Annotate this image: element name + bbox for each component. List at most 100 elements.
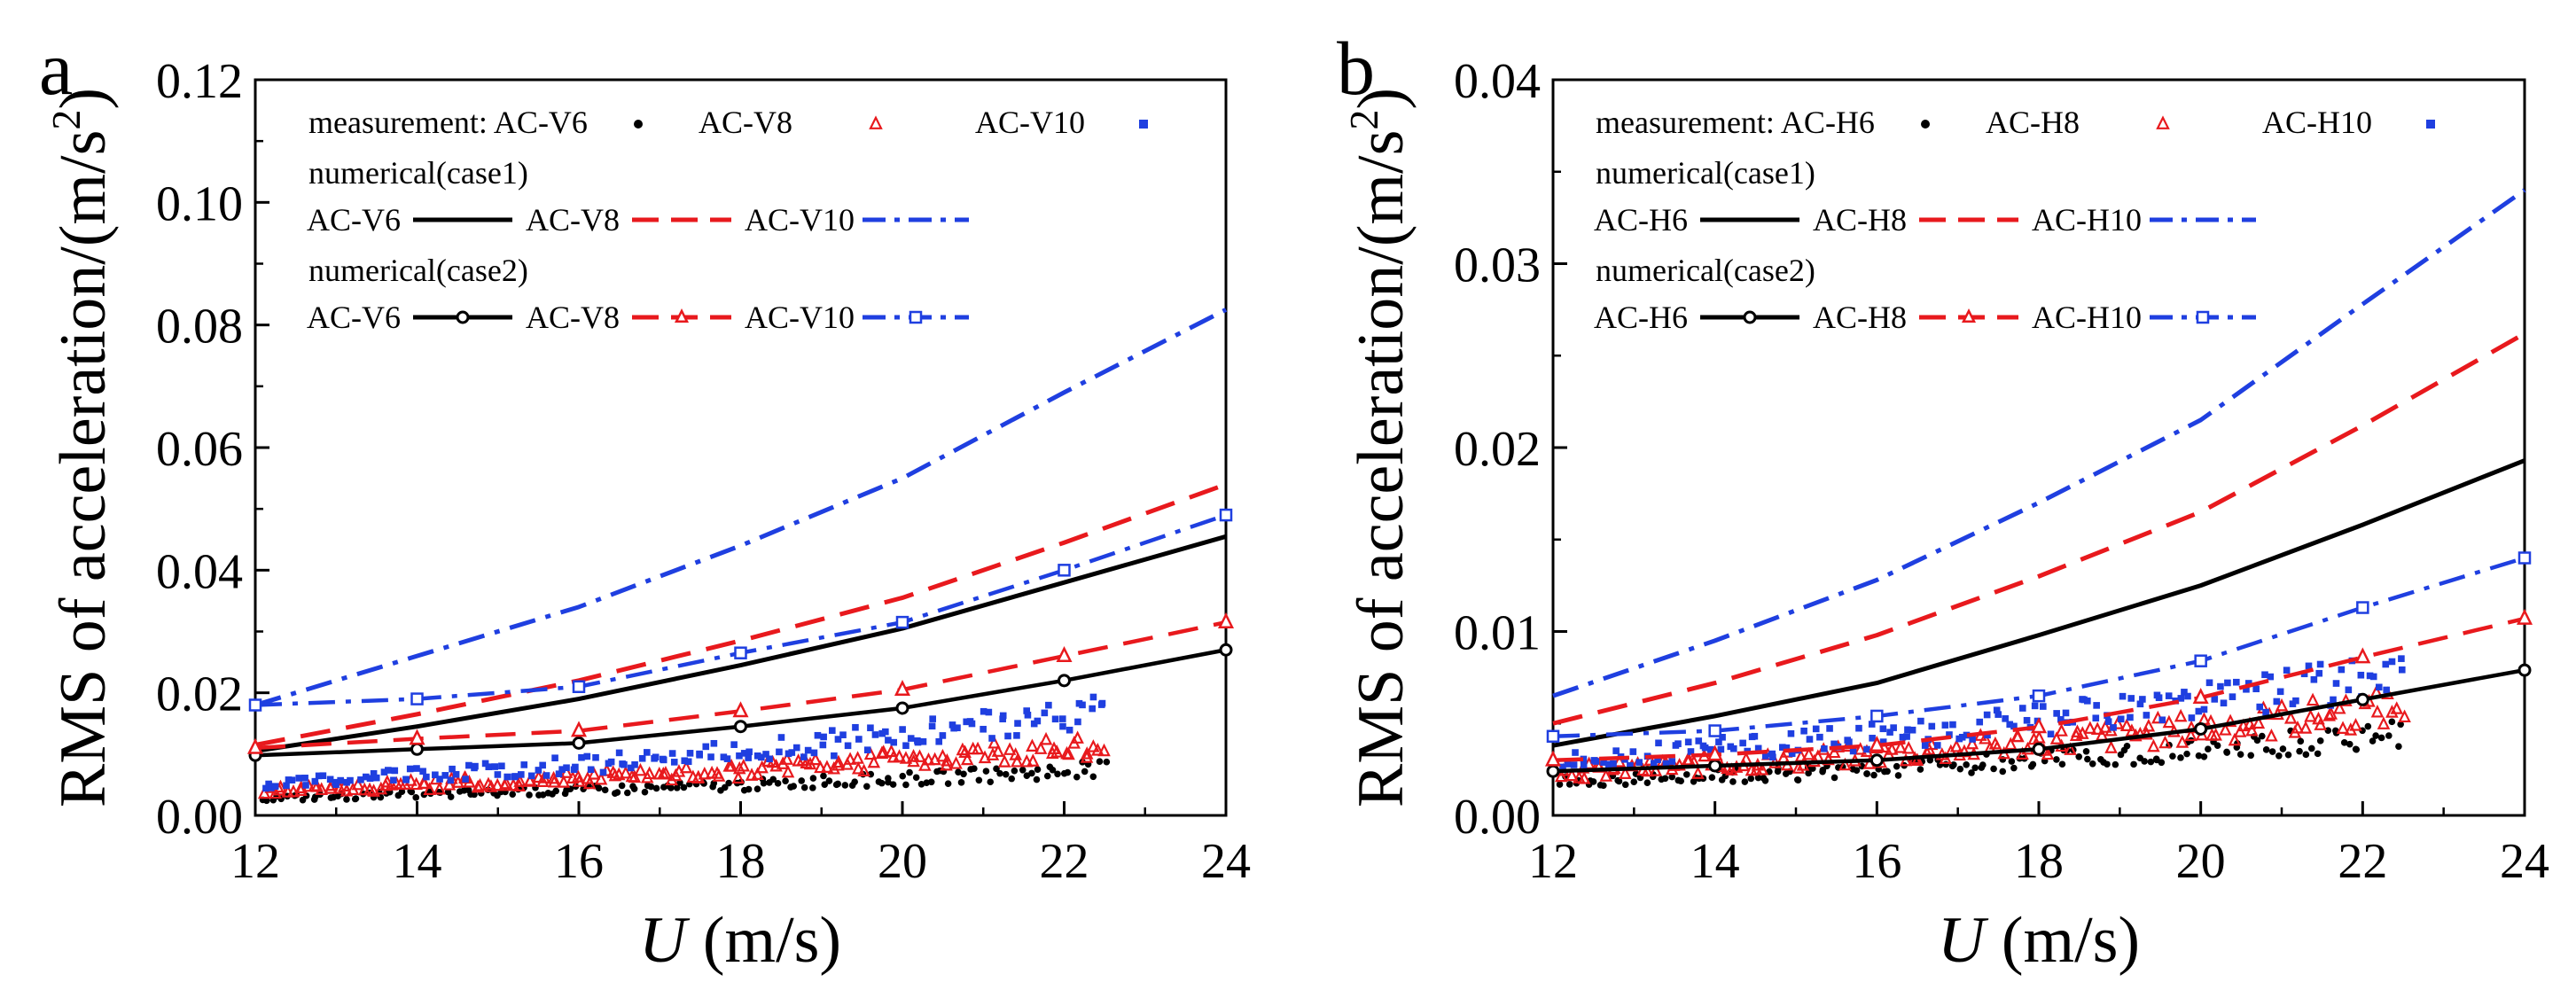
measurement-point-ac-v8 <box>473 777 487 791</box>
measurement-point-ac-v6 <box>673 784 681 791</box>
measurement-point-ac-h8 <box>1619 766 1632 779</box>
legend-entry-label: AC-H8 <box>1813 300 1907 335</box>
measurement-point-ac-h6 <box>2169 752 2176 760</box>
measurement-point-ac-h10 <box>2217 682 2224 690</box>
measurement-point-ac-h10 <box>1629 748 1637 755</box>
measurement-point-ac-h8 <box>2055 723 2068 737</box>
measurement-point-ac-h8 <box>2071 724 2084 737</box>
measurement-point-ac-v10 <box>372 774 380 782</box>
measurement-point-ac-v10 <box>686 750 694 757</box>
measurement-point-ac-v10 <box>285 776 293 783</box>
measurement-point-ac-v10 <box>736 752 743 760</box>
measurement-point-ac-v6 <box>408 788 416 796</box>
measurement-point-ac-v10 <box>262 784 269 792</box>
measurement-point-ac-v10 <box>1089 705 1096 713</box>
y-axis-label-sup: 2 <box>1341 110 1386 130</box>
measurement-point-ac-h8 <box>2003 737 2018 751</box>
measurement-point-ac-v10 <box>999 712 1007 720</box>
measurement-point-ac-h8 <box>2219 722 2232 736</box>
measurement-point-ac-h10 <box>2211 696 2219 703</box>
legend-line-marker-ac-v6 <box>456 310 470 324</box>
x-tick-label: 16 <box>1852 834 1901 889</box>
measurement-point-ac-h6 <box>2205 745 2212 752</box>
measurement-point-ac-h10 <box>1715 738 1722 745</box>
measurement-point-ac-h8 <box>1949 738 1963 752</box>
chart-panel-a: a 0.00 0.02 0.04 0.06 0.08 0.10 0.12 12 14 16 18 20 2… <box>39 26 1251 977</box>
measurement-point-ac-v6 <box>343 796 350 803</box>
measurement-point-ac-h6 <box>2314 750 2322 758</box>
measurement-point-ac-v8 <box>1003 742 1017 755</box>
measurement-point-ac-v6 <box>753 785 761 792</box>
measurement-point-ac-h6 <box>2058 760 2066 768</box>
measurement-point-ac-h8 <box>2174 708 2188 722</box>
legend-entry-label: AC-V6 <box>307 202 401 238</box>
measurement-point-ac-h10 <box>1933 742 1941 749</box>
measurement-point-ac-v8 <box>1071 730 1084 744</box>
measurement-point-ac-v10 <box>745 754 752 761</box>
measurement-point-ac-v6 <box>725 779 732 787</box>
measurement-point-ac-v10 <box>670 759 678 766</box>
measurement-point-ac-v8 <box>582 776 597 790</box>
measurement-point-ac-v8 <box>877 744 891 758</box>
y-tick-label: 0.00 <box>156 790 243 845</box>
measurement-point-ac-v6 <box>1103 758 1111 766</box>
series-marker-case2-ac-h10 <box>2517 551 2532 565</box>
measurement-point-ac-v6 <box>595 784 603 791</box>
measurement-point-ac-h8 <box>1577 771 1591 784</box>
series-marker-case2-ac-v10 <box>1058 564 1071 577</box>
series-marker-case2-ac-v8 <box>570 721 588 737</box>
measurement-point-ac-v10 <box>631 760 638 768</box>
measurement-point-ac-v10 <box>570 766 578 774</box>
series-marker-case2-ac-h8 <box>2516 608 2533 625</box>
measurement-point-ac-v10 <box>834 736 842 743</box>
measurement-point-ac-h10 <box>1976 718 1984 726</box>
measurement-point-ac-v10 <box>914 738 922 746</box>
measurement-point-ac-h8 <box>1924 737 1939 751</box>
x-tick-label: 14 <box>1690 834 1740 889</box>
measurement-point-ac-h6 <box>1971 764 1979 772</box>
measurement-point-ac-v10 <box>660 756 667 764</box>
measurement-point-ac-h10 <box>2224 679 2231 687</box>
measurement-point-ac-v8 <box>724 759 738 772</box>
measurement-point-ac-v10 <box>762 751 769 758</box>
measurement-point-ac-v8 <box>571 769 585 783</box>
x-tick-label: 24 <box>1201 834 1251 889</box>
series-marker-case2-ac-h10 <box>1870 709 1884 723</box>
measurement-point-ac-v10 <box>800 753 808 760</box>
measurement-point-ac-h10 <box>2136 700 2144 708</box>
measurement-point-ac-h10 <box>1654 756 1661 763</box>
measurement-point-ac-h8 <box>2299 721 2313 734</box>
measurement-point-ac-h10 <box>1706 745 1714 753</box>
y-tick-label: 0.03 <box>1454 238 1541 293</box>
measurement-point-ac-h10 <box>2273 698 2281 705</box>
measurement-point-ac-h8 <box>1554 768 1568 783</box>
measurement-point-ac-h6 <box>2377 734 2385 742</box>
series-marker-case2-ac-v8 <box>1217 612 1235 628</box>
x-tick-label: 12 <box>230 834 280 889</box>
measurement-point-ac-h10 <box>2382 660 2390 668</box>
series-marker-case2-ac-h8 <box>2354 647 2371 664</box>
measurement-point-ac-h10 <box>1993 706 2001 714</box>
measurement-point-ac-v10 <box>844 742 852 750</box>
measurement-point-ac-h10 <box>1695 737 1703 744</box>
measurement-point-ac-h10 <box>1869 735 1876 742</box>
measurement-point-ac-v8 <box>619 765 633 779</box>
measurement-point-ac-h10 <box>1650 760 1658 767</box>
measurement-point-ac-v6 <box>1011 767 1019 775</box>
measurement-point-ac-v6 <box>721 783 729 791</box>
y-tick-label: 0.04 <box>1454 54 1541 109</box>
measurement-point-ac-h6 <box>1754 774 1762 782</box>
measurement-point-ac-h6 <box>1729 778 1737 785</box>
measurement-point-ac-v8 <box>310 779 324 792</box>
measurement-point-ac-v6 <box>769 776 777 783</box>
measurement-point-ac-v10 <box>855 736 863 743</box>
measurement-point-ac-h6 <box>1979 761 1987 768</box>
measurement-point-ac-h10 <box>1816 733 1823 741</box>
measurement-point-ac-h10 <box>2031 702 2039 710</box>
measurement-point-ac-h6 <box>1668 773 1676 781</box>
series-marker-case2-ac-h10 <box>1708 724 1721 737</box>
measurement-point-ac-h8 <box>2314 717 2327 730</box>
measurement-point-ac-h6 <box>2340 739 2348 746</box>
measurement-point-ac-h10 <box>2127 695 2135 702</box>
measurement-point-ac-v10 <box>449 765 456 773</box>
